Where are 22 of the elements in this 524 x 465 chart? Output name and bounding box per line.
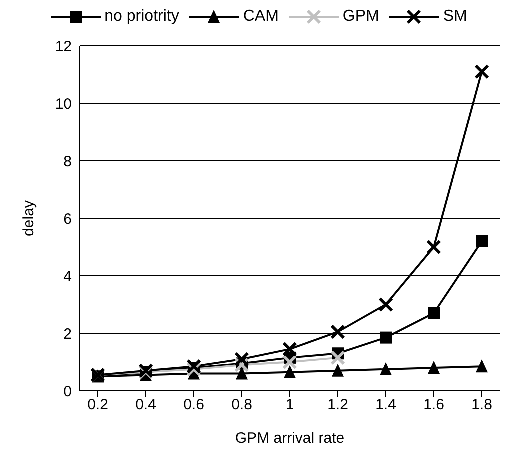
x-tick-label: 0.8 bbox=[232, 396, 252, 414]
x-tick-label: 1.2 bbox=[328, 396, 348, 414]
y-tick-label: 0 bbox=[64, 383, 72, 400]
legend-label: CAM bbox=[243, 8, 279, 26]
y-tick-label: 4 bbox=[64, 268, 72, 286]
x-tick-label: 1 bbox=[286, 396, 294, 414]
x-tick-label: 0.2 bbox=[88, 396, 108, 414]
y-tick-label: 6 bbox=[64, 210, 72, 228]
legend-label: GPM bbox=[342, 8, 380, 26]
x-tick-label: 1.8 bbox=[472, 396, 492, 414]
y-tick-label: 12 bbox=[55, 38, 72, 56]
x-tick-label: 0.6 bbox=[184, 396, 204, 414]
legend-label: SM bbox=[443, 8, 468, 26]
x-axis-title: GPM arrival rate bbox=[235, 430, 345, 447]
y-tick-label: 10 bbox=[55, 96, 72, 113]
y-tick-label: 2 bbox=[64, 326, 72, 343]
legend-label: no priotrity bbox=[104, 8, 180, 26]
x-tick-label: 1.6 bbox=[424, 396, 444, 414]
x-tick-label: 0.4 bbox=[136, 396, 156, 414]
y-tick-label: 8 bbox=[64, 153, 72, 170]
x-tick-label: 1.4 bbox=[376, 396, 396, 414]
y-axis-title: delay bbox=[20, 200, 38, 236]
